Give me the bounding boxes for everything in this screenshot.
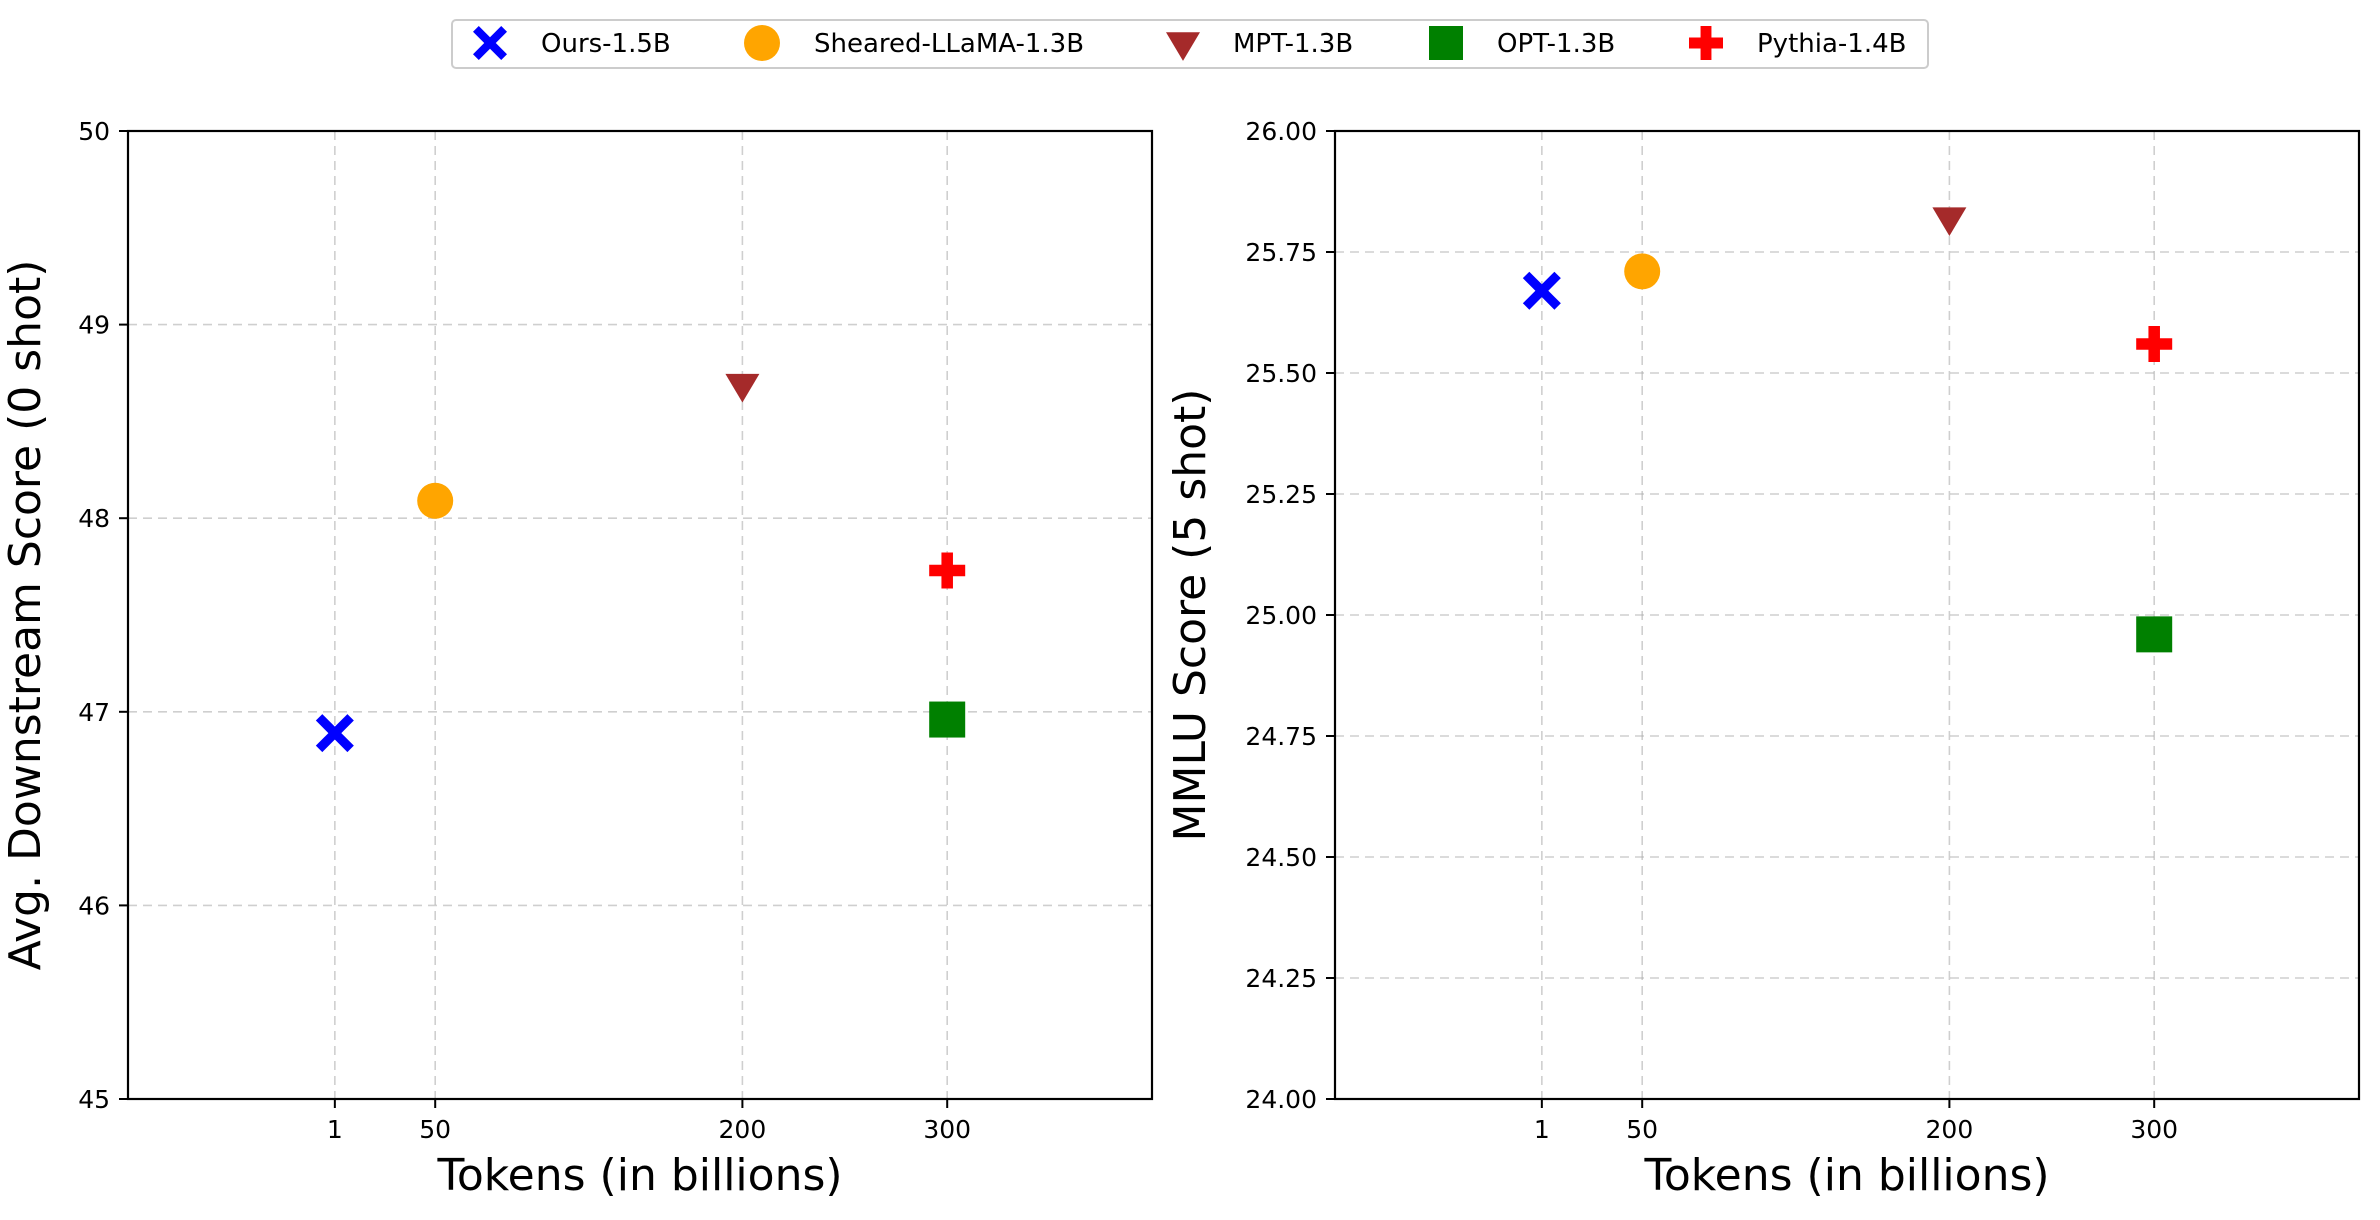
data-point-ours-1-5b xyxy=(1522,271,1561,310)
x-tick-label: 300 xyxy=(2130,1115,2178,1144)
y-tick-label: 25.25 xyxy=(1245,480,1317,509)
legend-marker-mpt-1-3b xyxy=(1166,32,1200,61)
y-tick-label: 24.00 xyxy=(1245,1085,1317,1114)
data-point-sheared-llama-1-3b xyxy=(1624,253,1661,290)
chart-panel-2: 1 50 200 300 24.00 24.25 24.50 24.75 25.00 25.25 2… xyxy=(1165,117,2361,1201)
x-tick-label: 1 xyxy=(1534,1115,1550,1144)
x-axis-label: Tokens (in billions) xyxy=(1643,1150,2049,1201)
y-tick-label: 24.25 xyxy=(1245,964,1317,993)
y-axis-label: Avg. Downstream Score (0 shot) xyxy=(0,260,51,971)
y-tick-label: 46 xyxy=(78,891,110,920)
y-tick-label: 45 xyxy=(78,1085,110,1114)
x-tick-label: 200 xyxy=(1926,1115,1974,1144)
x-tick-label: 50 xyxy=(1626,1115,1658,1144)
data-point-sheared-llama-1-3b xyxy=(417,482,454,519)
y-tick-label: 25.50 xyxy=(1245,359,1317,388)
chart-panel-1: 1 50 200 300 45 46 47 48 49 50 Tokens (in billions… xyxy=(0,117,1154,1201)
legend-marker-ours-1-5b xyxy=(473,26,507,60)
x-tick-label: 200 xyxy=(719,1115,767,1144)
y-tick-label: 47 xyxy=(78,698,110,727)
data-point-mpt-1-3b xyxy=(1932,207,1967,236)
x-axis-label: Tokens (in billions) xyxy=(436,1150,842,1201)
legend: Ours-1.5B Sheared-LLaMA-1.3B MPT-1.3B OPT-1… xyxy=(451,19,1929,69)
legend-marker-opt-1-3b xyxy=(1429,26,1463,60)
x-tick-label: 50 xyxy=(419,1115,451,1144)
data-point-opt-1-3b xyxy=(929,701,966,738)
data-point-opt-1-3b xyxy=(2136,616,2173,653)
y-tick-label: 49 xyxy=(78,311,110,340)
legend-marker-sheared-llama-1-3b xyxy=(744,25,780,61)
x-tick-label: 1 xyxy=(327,1115,343,1144)
data-point-mpt-1-3b xyxy=(725,373,760,403)
y-tick-label: 25.00 xyxy=(1245,601,1317,630)
legend-marker-pythia-1-4b xyxy=(1689,26,1723,60)
y-tick-label: 48 xyxy=(78,504,110,533)
data-point-pythia-1-4b xyxy=(2136,325,2173,362)
y-tick-label: 24.75 xyxy=(1245,722,1317,751)
x-tick-label: 300 xyxy=(923,1115,971,1144)
y-tick-label: 50 xyxy=(78,117,110,146)
plot-frame xyxy=(126,129,1154,1101)
legend-label-ours-1-5b: Ours-1.5B xyxy=(541,29,671,59)
data-point-pythia-1-4b xyxy=(929,552,966,589)
legend-label-sheared-llama-1-3b: Sheared-LLaMA-1.3B xyxy=(814,29,1084,59)
y-tick-label: 24.50 xyxy=(1245,843,1317,872)
y-axis-label: MMLU Score (5 shot) xyxy=(1165,389,1216,842)
legend-label-mpt-1-3b: MPT-1.3B xyxy=(1233,29,1353,59)
legend-label-pythia-1-4b: Pythia-1.4B xyxy=(1757,29,1906,59)
plot-frame xyxy=(1333,129,2361,1101)
data-point-ours-1-5b xyxy=(315,714,354,753)
legend-label-opt-1-3b: OPT-1.3B xyxy=(1497,29,1615,59)
y-tick-label: 25.75 xyxy=(1245,238,1317,267)
y-tick-label: 26.00 xyxy=(1245,117,1317,146)
